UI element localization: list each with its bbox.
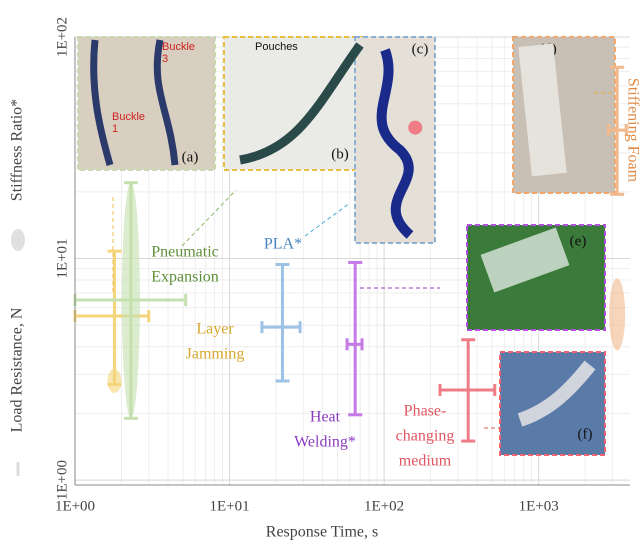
- y-axis-title: Load Resistance, N: [9, 307, 26, 432]
- inset-caption: (c): [412, 41, 429, 57]
- series-label: medium: [399, 453, 452, 470]
- series-label: Welding*: [294, 434, 356, 451]
- series-label: Phase-: [404, 403, 447, 420]
- series-label: Pneumatic: [151, 244, 219, 261]
- size-legend-title: Stiffness Ratio*: [9, 99, 26, 201]
- stiffness-marker: [408, 121, 422, 135]
- y-tick-label: 1E+01: [54, 238, 70, 278]
- chart: (a)Buckle1Buckle3(b)Pouches(c)(d)(e)(f) …: [0, 0, 644, 547]
- inset-label: 3: [162, 53, 168, 65]
- x-axis-title: Response Time, s: [266, 524, 378, 541]
- legend-marker: [11, 229, 25, 251]
- y-tick-label: 1E+00: [54, 460, 70, 500]
- x-tick-label: 1E+02: [364, 498, 404, 514]
- series-label: Layer: [196, 321, 234, 338]
- inset-label: Pouches: [255, 41, 298, 53]
- inset-caption: (a): [182, 149, 199, 165]
- stiffness-marker: [609, 278, 625, 350]
- x-tick-label: 1E+03: [519, 498, 559, 514]
- inset-caption: (e): [570, 233, 587, 249]
- series-label: changing: [396, 428, 455, 445]
- y-tick-label: 1E+02: [54, 17, 70, 57]
- series-label: PLA*: [264, 236, 302, 253]
- x-tick-label: 1E+01: [209, 498, 249, 514]
- inset-label: Buckle: [112, 111, 145, 123]
- series-label: Jamming: [186, 346, 245, 363]
- series-label: Stiffening Foam: [624, 78, 641, 183]
- inset-caption: (b): [331, 146, 349, 162]
- inset-label: Buckle: [162, 41, 195, 53]
- inset-caption: (f): [578, 426, 593, 442]
- inset-label: 1: [112, 123, 118, 135]
- series-label: Expansion: [151, 269, 219, 286]
- series-label: Heat: [310, 409, 341, 426]
